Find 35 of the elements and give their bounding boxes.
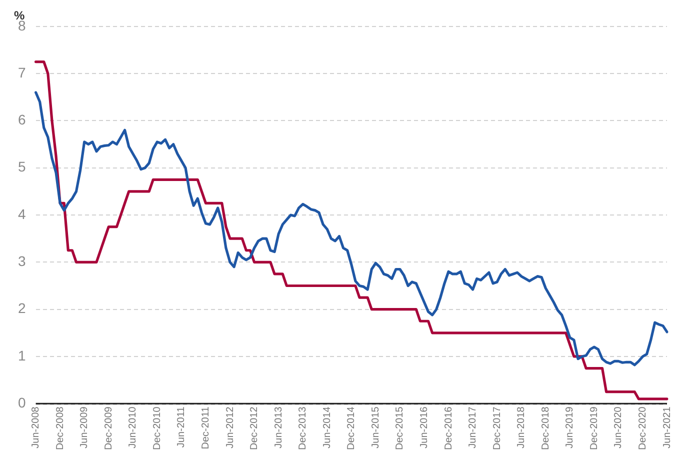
y-tick-label: 3 (18, 253, 26, 270)
x-tick-label: Jun-2011 (176, 406, 188, 448)
x-tick-label: Dec-2016 (443, 406, 454, 450)
x-tick-label: Dec-2010 (152, 406, 163, 450)
x-tick-label: Dec-2008 (54, 406, 66, 450)
y-tick-label: 4 (18, 206, 26, 222)
x-tick-label: Dec-2017 (492, 406, 503, 450)
x-tick-label: Jun-2010 (128, 406, 139, 448)
y-tick-label: 1 (18, 347, 26, 364)
x-tick-label: Jun-2014 (322, 406, 333, 448)
y-tick-label: 6 (18, 112, 26, 128)
x-tick-label: Jun-2008 (30, 406, 42, 448)
y-tick-label: 0 (18, 394, 26, 410)
x-tick-label: Jun-2013 (273, 406, 284, 448)
x-tick-label: Jun-2009 (79, 406, 90, 448)
x-tick-label: Dec-2015 (394, 406, 406, 450)
x-tick-label: Dec-2018 (540, 406, 552, 450)
x-tick-label: Dec-2020 (637, 406, 648, 450)
x-tick-label: Jun-2021 (662, 406, 673, 448)
x-tick-label: Jun-2019 (564, 406, 576, 448)
x-tick-label: Jun-2012 (224, 406, 236, 448)
x-tick-label: Dec-2013 (298, 406, 309, 450)
y-tick-label: 2 (18, 300, 26, 316)
x-tick-label: Dec-2012 (249, 406, 260, 450)
x-tick-label: Dec-2019 (588, 406, 600, 450)
x-tick-label: Jun-2018 (516, 406, 528, 448)
x-tick-label: Dec-2011 (200, 406, 212, 450)
y-tick-label: 5 (18, 158, 26, 175)
y-tick-label: 7 (18, 64, 26, 80)
x-tick-label: Dec-2014 (346, 406, 358, 450)
x-tick-label: Jun-2017 (468, 406, 479, 448)
x-tick-label: Dec-2009 (103, 406, 114, 450)
x-tick-label: Jun-2016 (418, 406, 430, 448)
x-tick-label: Jun-2015 (370, 406, 382, 448)
x-tick-label: Jun-2020 (613, 406, 624, 448)
